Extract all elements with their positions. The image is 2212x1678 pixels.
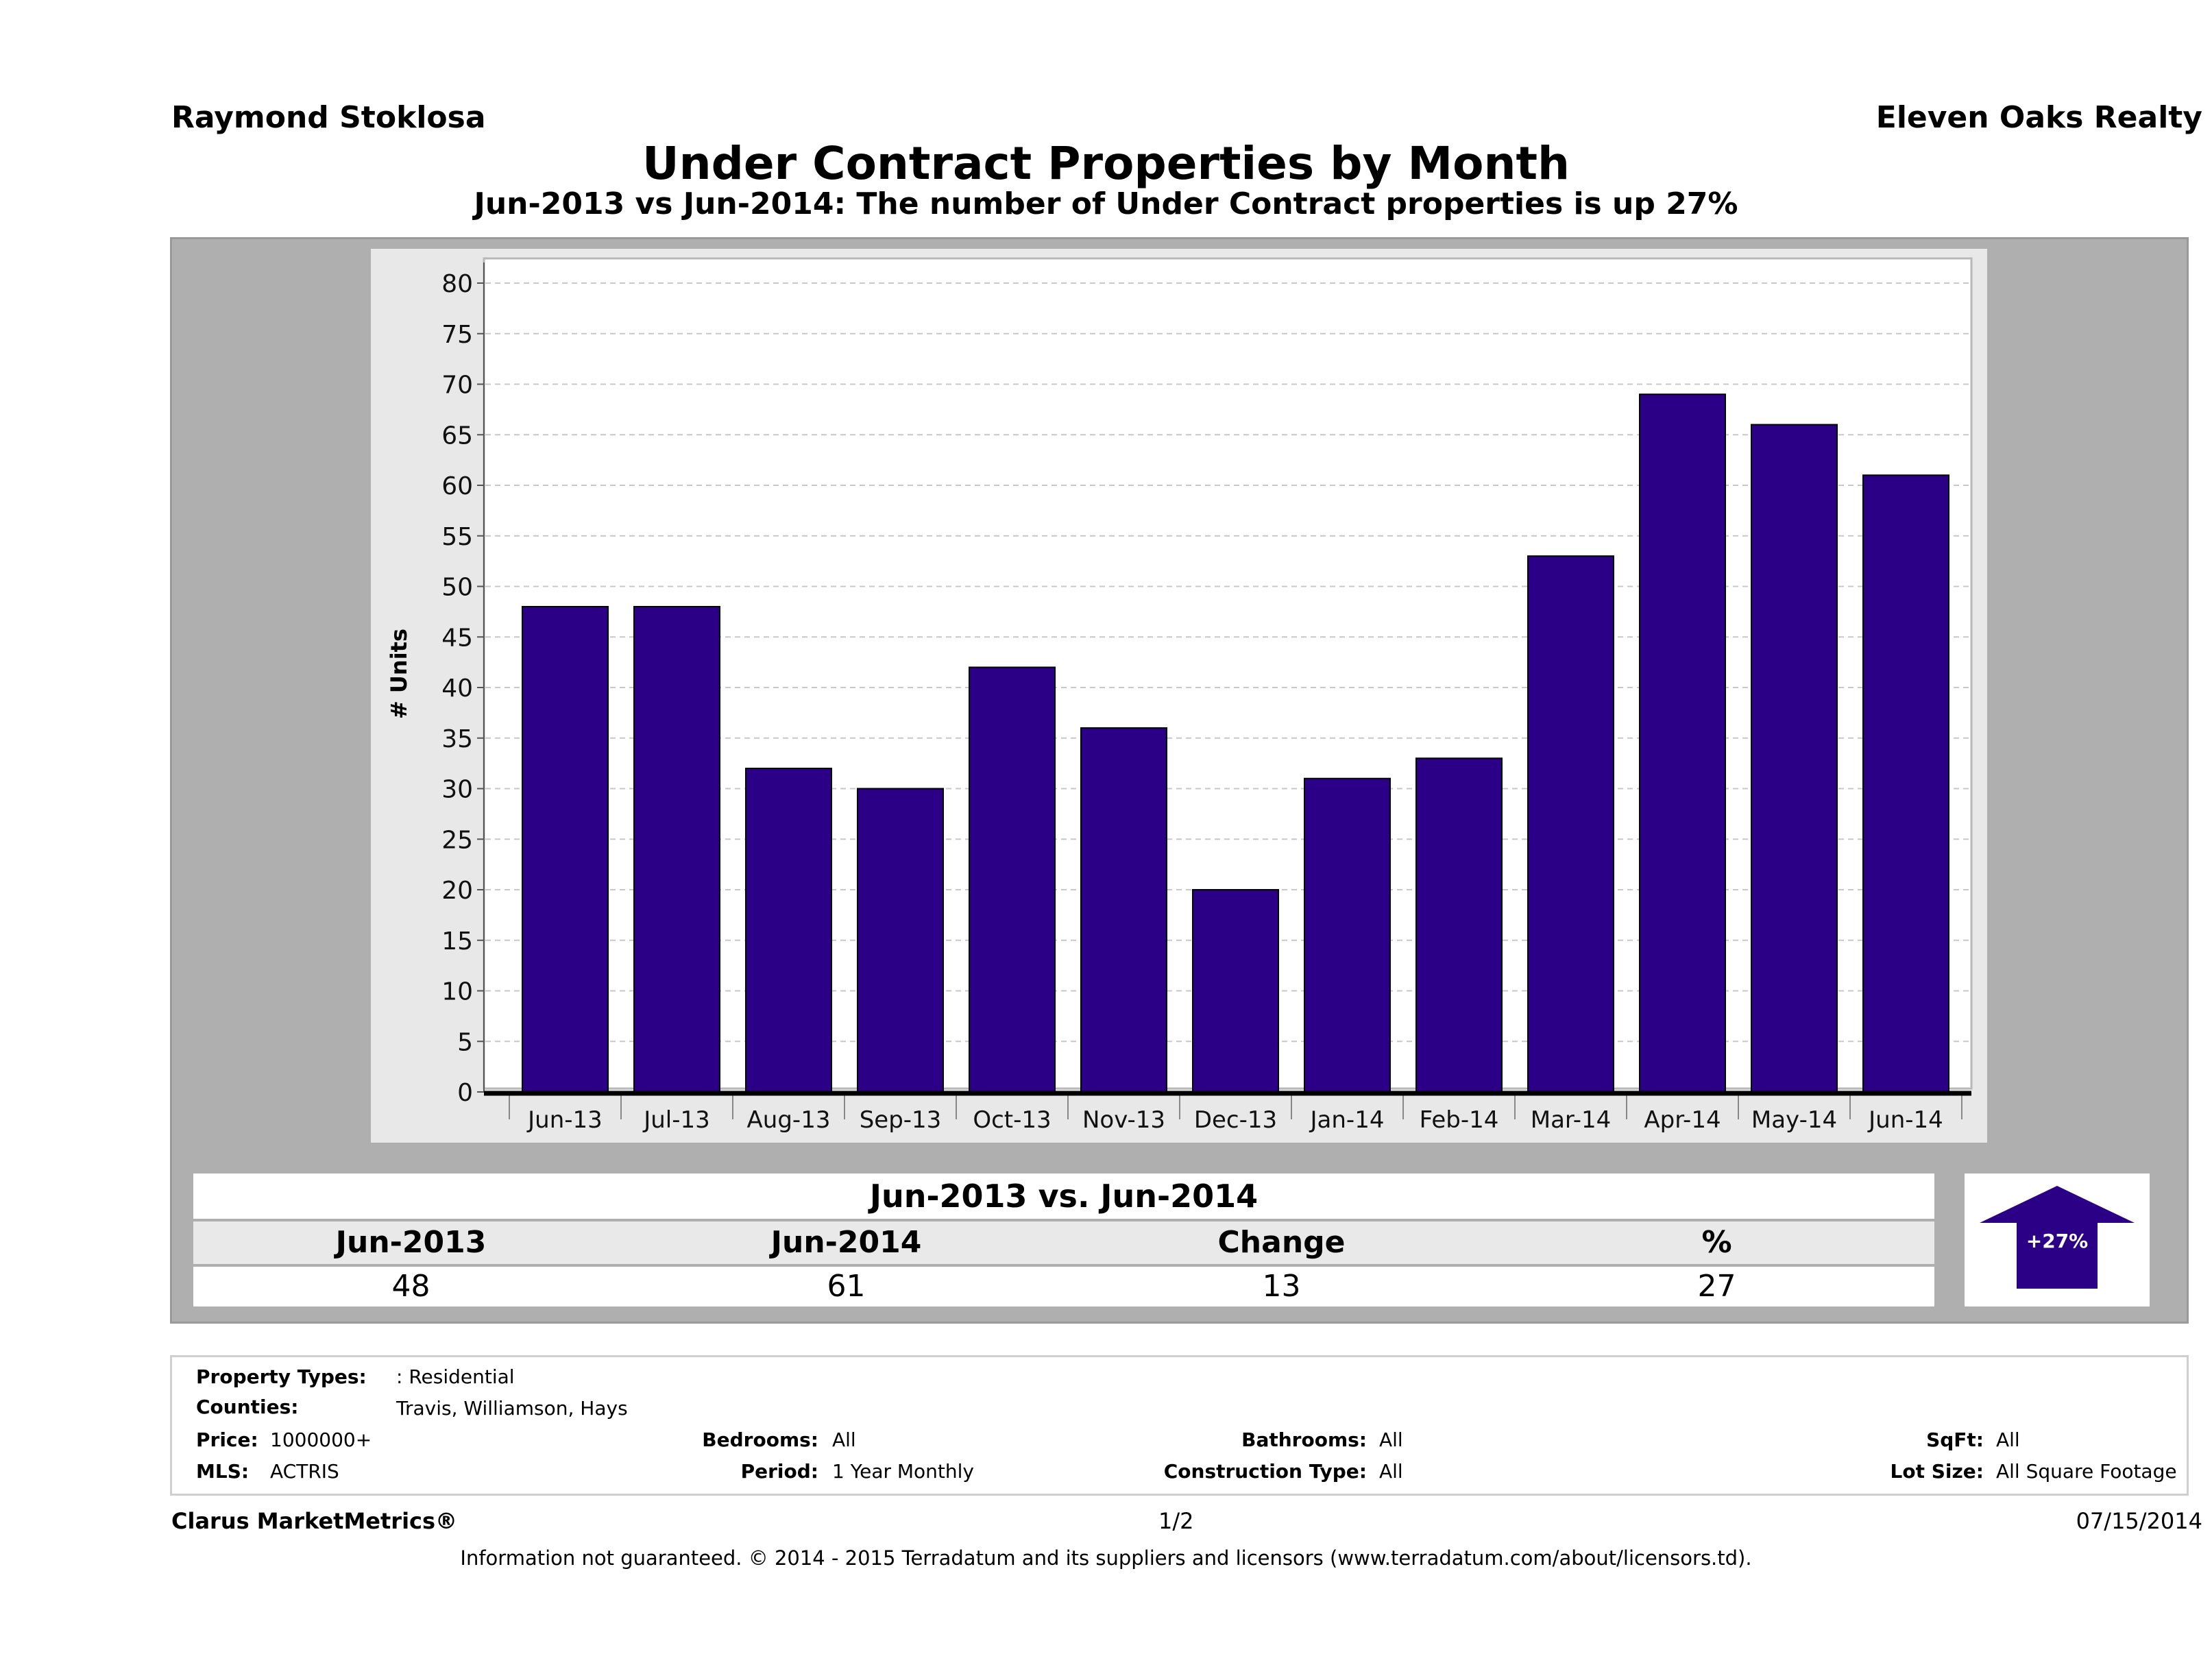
bedrooms-value: All <box>832 1428 856 1451</box>
x-tick-label: Apr-14 <box>1644 1106 1721 1134</box>
y-tick-label: 65 <box>441 422 473 450</box>
change-badge: +27% <box>1965 1174 2150 1306</box>
bathrooms-value: All <box>1379 1428 1403 1451</box>
y-tick-label: 25 <box>441 826 473 854</box>
period-label: Period: <box>740 1460 818 1483</box>
x-tick-label: Jul-13 <box>642 1106 710 1134</box>
summary-header: Jun-2013 <box>335 1225 487 1260</box>
bar <box>1639 393 1726 1093</box>
y-tick-label: 60 <box>441 472 473 500</box>
bar <box>1192 889 1279 1093</box>
counties-label: Counties: <box>196 1396 299 1418</box>
summary-header-row: Jun-2013 Jun-2014 Change % <box>193 1221 1934 1264</box>
bar <box>857 788 944 1093</box>
bedrooms-label: Bedrooms: <box>702 1428 818 1451</box>
bar <box>1862 474 1949 1093</box>
y-tick-label: 55 <box>441 523 473 551</box>
summary-header: Jun-2014 <box>770 1225 922 1260</box>
bar <box>745 768 832 1093</box>
bathrooms-label: Bathrooms: <box>1241 1428 1367 1451</box>
x-tick-label: Nov-13 <box>1082 1106 1165 1134</box>
mls-value: ACTRIS <box>270 1460 339 1483</box>
y-tick-label: 80 <box>441 270 473 298</box>
bar <box>1415 757 1503 1093</box>
x-tick-label: Feb-14 <box>1420 1106 1499 1134</box>
product-name: Clarus MarketMetrics® <box>171 1508 458 1534</box>
sqft-value: All <box>1996 1428 2020 1451</box>
report-subtitle: Jun-2013 vs Jun-2014: The number of Unde… <box>474 186 1738 221</box>
sqft-label: SqFt: <box>1926 1428 1984 1451</box>
bar <box>969 666 1056 1093</box>
report-title: Under Contract Properties by Month <box>642 137 1570 190</box>
x-tick-label: Sep-13 <box>860 1106 942 1134</box>
x-tick-label: Jun-14 <box>1867 1106 1943 1134</box>
y-tick-label: 45 <box>441 624 473 652</box>
summary-header: % <box>1701 1225 1732 1260</box>
x-tick-label: Jun-13 <box>526 1106 603 1134</box>
mls-label: MLS: <box>196 1460 250 1483</box>
bar <box>1304 777 1391 1093</box>
y-tick-label: 50 <box>441 574 473 602</box>
x-tick-label: Oct-13 <box>973 1106 1051 1134</box>
y-tick-label: 70 <box>441 372 473 400</box>
lot-size-value: All Square Footage <box>1996 1460 2177 1483</box>
x-tick-label: May-14 <box>1751 1106 1837 1134</box>
x-tick-label: Jan-14 <box>1309 1106 1385 1134</box>
agent-name: Raymond Stoklosa <box>171 100 486 135</box>
y-tick-label: 40 <box>441 674 473 703</box>
y-tick-label: 30 <box>441 776 473 804</box>
summary-header: Change <box>1217 1225 1346 1260</box>
property-types-value: : Residential <box>396 1365 515 1388</box>
report-date: 07/15/2014 <box>2076 1508 2202 1534</box>
criteria-panel <box>170 1355 2189 1496</box>
y-tick-label: 20 <box>441 877 473 905</box>
property-types-label: Property Types: <box>196 1365 367 1388</box>
y-tick-label: 10 <box>441 978 473 1006</box>
lot-size-label: Lot Size: <box>1890 1460 1984 1483</box>
summary-value: 48 <box>391 1269 430 1304</box>
up-arrow-icon: +27% <box>1980 1186 2135 1289</box>
summary-value: 13 <box>1262 1269 1301 1304</box>
brokerage-name: Eleven Oaks Realty <box>1875 100 2202 135</box>
change-badge-text: +27% <box>2026 1230 2088 1252</box>
counties-value: Travis, Williamson, Hays <box>396 1397 628 1420</box>
page-number: 1/2 <box>1158 1508 1194 1534</box>
chart-frame: 0 5 10 15 20 25 30 35 40 45 50 55 60 65 70 75 80 Jun-13 Ju… <box>371 249 1987 1143</box>
x-tick-label: Mar-14 <box>1531 1106 1612 1134</box>
price-label: Price: <box>196 1428 258 1451</box>
y-tick-label: 0 <box>457 1079 473 1107</box>
summary-value: 27 <box>1697 1269 1736 1304</box>
summary-title: Jun-2013 vs. Jun-2014 <box>193 1174 1934 1219</box>
bar <box>633 606 720 1093</box>
y-tick-label: 5 <box>457 1028 473 1056</box>
bar <box>1080 727 1167 1093</box>
disclaimer: Information not guaranteed. © 2014 - 201… <box>460 1546 1752 1570</box>
y-tick-label: 75 <box>441 321 473 349</box>
summary-value-row: 48 61 13 27 <box>193 1267 1934 1306</box>
y-axis-label: # Units <box>386 629 412 719</box>
bar <box>522 606 609 1093</box>
construction-type-label: Construction Type: <box>1163 1460 1367 1483</box>
bar-chart: 0 5 10 15 20 25 30 35 40 45 50 55 60 65 70 75 80 Jun-13 Ju… <box>386 257 1973 1134</box>
bar <box>1751 424 1838 1093</box>
summary-value: 61 <box>827 1269 866 1304</box>
period-value: 1 Year Monthly <box>832 1460 975 1483</box>
price-value: 1000000+ <box>270 1428 372 1451</box>
construction-type-value: All <box>1379 1460 1403 1483</box>
bar <box>1527 555 1614 1093</box>
y-tick-label: 35 <box>441 725 473 753</box>
x-tick-label: Dec-13 <box>1194 1106 1277 1134</box>
y-tick-label: 15 <box>441 927 473 956</box>
x-tick-label: Aug-13 <box>747 1106 831 1134</box>
